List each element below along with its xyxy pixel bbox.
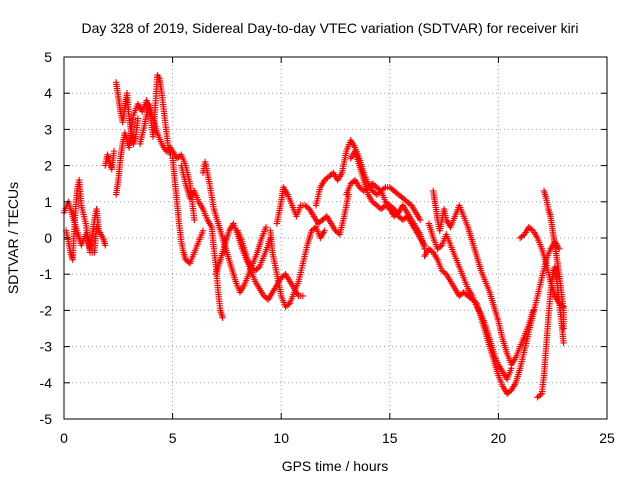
data-point [102, 242, 109, 249]
data-point [93, 223, 100, 231]
y-tick-label: 5 [44, 49, 52, 65]
y-tick-label: 1 [44, 194, 52, 210]
data-point [110, 147, 118, 155]
x-tick-labels: 0 5 10 15 20 25 [60, 430, 615, 446]
data-point [199, 227, 207, 234]
data-point [262, 223, 270, 231]
axis-ticks [63, 56, 608, 420]
data-marks [60, 71, 567, 401]
x-axis-label: GPS time / hours [282, 458, 389, 474]
data-point-interp [380, 185, 388, 192]
y-tick-label: -5 [40, 411, 53, 427]
data-point [299, 292, 307, 300]
grid [64, 57, 607, 419]
y-tick-label: -1 [40, 266, 53, 282]
data-point-interp [285, 301, 292, 308]
y-tick-label: -3 [40, 339, 53, 355]
plot-frame [63, 56, 608, 420]
x-tick-label: 0 [60, 430, 68, 446]
y-tick-label: -2 [40, 302, 53, 318]
data-point [560, 325, 567, 332]
y-tick-label: 0 [44, 230, 52, 246]
data-point-interp [254, 264, 262, 272]
data-point-interp [437, 243, 444, 250]
y-tick-labels: -5 -4 -3 -2 -1 0 1 2 3 4 5 [40, 49, 53, 427]
y-tick-label: -4 [40, 375, 53, 391]
data-point-interp [558, 302, 566, 309]
y-tick-label: 4 [44, 85, 52, 101]
x-tick-label: 20 [491, 430, 507, 446]
data-point [508, 365, 515, 372]
data-point [219, 314, 226, 321]
chart-title: Day 328 of 2019, Sidereal Day-to-day VTE… [82, 20, 579, 36]
y-tick-label: 2 [44, 158, 52, 174]
x-tick-label: 5 [169, 430, 177, 446]
y-tick-label: 3 [44, 121, 52, 137]
x-tick-label: 25 [599, 430, 615, 446]
data-point-interp [537, 391, 544, 399]
data-point [191, 216, 198, 224]
data-point [560, 339, 567, 347]
data-point [529, 307, 537, 314]
data-point [560, 303, 567, 310]
data-point [321, 227, 328, 234]
data-point [417, 216, 424, 224]
y-axis-label: SDTVAR / TECUs [5, 182, 21, 294]
data-point [134, 115, 142, 122]
x-tick-label: 15 [382, 430, 398, 446]
x-tick-label: 10 [273, 430, 289, 446]
